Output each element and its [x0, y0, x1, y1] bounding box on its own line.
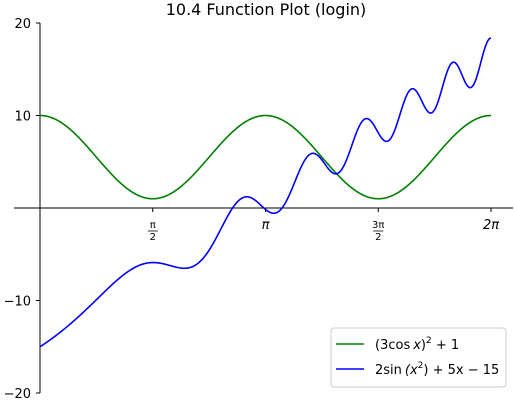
legend-label-part: ) + 5x − 15: [423, 363, 499, 378]
chart-title: 10.4 Function Plot (login): [166, 0, 367, 19]
series-line-2: [39, 37, 492, 348]
x-tick-label: 3π2: [372, 220, 384, 243]
y-tick-label: −10: [4, 295, 31, 310]
x-tick-label-numerator: π: [150, 220, 156, 231]
series-line-1: [39, 114, 492, 200]
plot-lines: [39, 37, 492, 348]
x-tick-label-numerator: 3π: [372, 220, 384, 231]
x-tick-label: 2π: [483, 218, 499, 233]
x-tick-label: π: [262, 218, 270, 233]
legend-label-sup: 2: [418, 361, 424, 371]
legend-label-2: 2sin (x2) + 5x − 15: [375, 361, 499, 378]
legend-box: [330, 327, 507, 388]
y-tick-label: −20: [4, 387, 31, 402]
y-tick-label: 20: [14, 17, 31, 32]
x-tick-label: π2: [147, 220, 158, 243]
legend-label-part: ): [421, 338, 426, 353]
legend-label-part: 2sin: [375, 363, 402, 378]
x-tick-label-denominator: 2: [150, 232, 156, 243]
legend-label-part: x: [412, 338, 421, 353]
y-tick-label: 10: [14, 110, 31, 125]
x-tick-label-denominator: 2: [375, 232, 381, 243]
legend-label-1: (3cos x)2 + 1: [375, 336, 459, 353]
legend-label-sup: 2: [426, 336, 432, 346]
legend-label-part: + 1: [432, 338, 459, 353]
legend-label-part: (3cos: [375, 338, 410, 353]
legend-label-part: (x: [405, 363, 418, 378]
